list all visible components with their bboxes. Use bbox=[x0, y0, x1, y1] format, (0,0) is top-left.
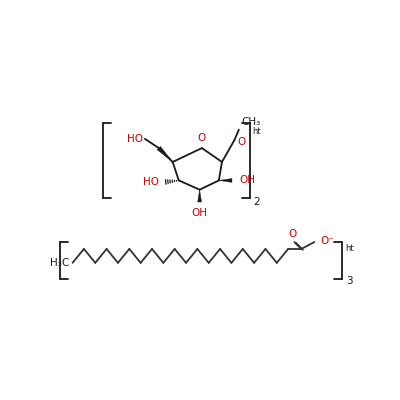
Text: ht: ht bbox=[345, 244, 354, 253]
Text: O: O bbox=[237, 137, 246, 147]
Text: O: O bbox=[198, 134, 206, 144]
Text: 2: 2 bbox=[254, 197, 260, 207]
Polygon shape bbox=[198, 190, 202, 202]
Text: HO: HO bbox=[143, 177, 159, 187]
Text: H₃C: H₃C bbox=[50, 258, 70, 268]
Text: O⁻: O⁻ bbox=[320, 236, 334, 246]
Text: OH: OH bbox=[192, 208, 208, 218]
Text: HO: HO bbox=[127, 134, 143, 144]
Polygon shape bbox=[219, 178, 232, 182]
Text: 3: 3 bbox=[346, 276, 352, 286]
Text: CH₃: CH₃ bbox=[241, 117, 260, 127]
Text: OH: OH bbox=[240, 176, 256, 186]
Text: O: O bbox=[289, 229, 297, 239]
Polygon shape bbox=[157, 146, 173, 162]
Text: ht: ht bbox=[253, 126, 261, 136]
